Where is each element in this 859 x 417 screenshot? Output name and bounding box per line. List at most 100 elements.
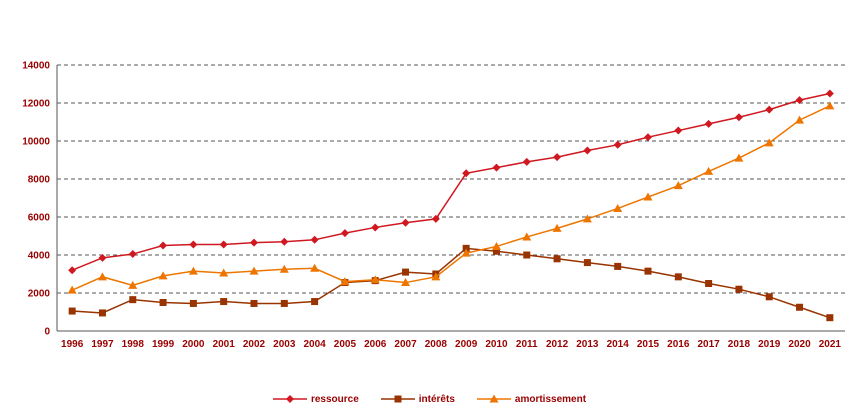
- triangle-marker-icon: [249, 266, 259, 275]
- triangle-marker-icon: [552, 223, 562, 232]
- x-tick-label: 2000: [182, 339, 205, 350]
- square-marker-icon: [583, 259, 591, 267]
- y-tick-label: 6000: [28, 213, 51, 224]
- triangle-marker-icon: [401, 278, 411, 287]
- x-tick-label: 2016: [667, 339, 690, 350]
- series-ressource: [68, 89, 834, 275]
- diamond-marker-icon: [462, 169, 471, 178]
- square-marker-icon: [826, 314, 834, 322]
- legend-label: intérêts: [418, 393, 455, 405]
- diamond-marker-icon: [189, 240, 198, 249]
- x-tick-label: 2020: [788, 339, 811, 350]
- x-tick-label: 2010: [485, 339, 508, 350]
- triangle-marker-icon: [582, 214, 592, 223]
- square-marker-icon: [462, 244, 470, 252]
- diamond-marker-icon: [431, 214, 440, 223]
- x-tick-label: 2019: [758, 339, 781, 350]
- y-tick-label: 12000: [22, 99, 50, 110]
- triangle-marker-icon: [673, 181, 683, 190]
- x-tick-label: 2005: [334, 339, 357, 350]
- x-tick-label: 2003: [273, 339, 296, 350]
- triangle-marker-icon: [279, 264, 289, 273]
- triangle-marker-icon: [613, 203, 623, 212]
- square-marker-icon: [614, 262, 622, 270]
- series-line: [71, 92, 831, 271]
- x-tick-label: 1998: [122, 339, 145, 350]
- triangle-marker-icon: [310, 263, 320, 272]
- triangle-marker-icon: [825, 101, 835, 110]
- square-marker-icon: [705, 280, 713, 287]
- diamond-marker-icon: [401, 218, 410, 227]
- diamond-marker-icon: [159, 241, 168, 250]
- diamond-marker-icon: [613, 140, 622, 149]
- y-tick-label: 4000: [28, 251, 51, 262]
- triangle-marker-icon: [67, 285, 77, 294]
- diamond-marker-icon: [371, 223, 380, 232]
- x-tick-label: 2006: [364, 339, 387, 350]
- y-tick-label: 8000: [28, 175, 51, 186]
- triangle-marker-icon: [128, 280, 138, 289]
- square-marker-icon: [735, 285, 743, 293]
- triangle-marker-icon: [188, 266, 198, 275]
- triangle-marker-icon: [158, 271, 168, 280]
- square-marker-icon: [189, 299, 197, 307]
- diamond-marker-icon: [704, 119, 713, 128]
- diamond-marker-icon: [674, 126, 683, 135]
- legend-item-amortissement: amortissement: [476, 393, 587, 405]
- series-line: [71, 105, 831, 291]
- y-tick-label: 0: [44, 327, 50, 338]
- diamond-marker-icon: [583, 146, 592, 155]
- square-marker-icon: [644, 267, 652, 275]
- triangle-marker-icon: [643, 192, 653, 201]
- square-marker-icon: [68, 307, 76, 315]
- x-tick-label: 2015: [637, 339, 660, 350]
- x-tick-label: 2002: [243, 339, 266, 350]
- square-marker-icon: [394, 395, 402, 403]
- square-marker-icon: [280, 299, 288, 307]
- diamond-marker-icon: [250, 238, 258, 247]
- diamond-marker-icon: [492, 163, 501, 172]
- chart-legend: ressource intérêts amortissement: [0, 393, 859, 405]
- series-line: [72, 247, 831, 319]
- diamond-marker-icon: [128, 250, 137, 259]
- x-tick-label: 1996: [61, 339, 84, 350]
- legend-item-intérêts: intérêts: [380, 393, 455, 405]
- triangle-marker-icon: [219, 268, 229, 277]
- diamond-marker-icon: [340, 229, 349, 238]
- triangle-marker-icon: [734, 153, 744, 162]
- diamond-marker-icon: [734, 113, 743, 122]
- legend-marker-icon: [380, 395, 415, 403]
- square-marker-icon: [674, 273, 682, 281]
- legend-label: amortissement: [514, 393, 587, 405]
- x-tick-label: 2004: [303, 339, 326, 350]
- square-marker-icon: [492, 247, 500, 255]
- square-marker-icon: [402, 268, 410, 276]
- legend-marker-icon: [476, 394, 511, 403]
- triangle-marker-icon: [764, 138, 774, 147]
- triangle-marker-icon: [704, 166, 714, 175]
- square-marker-icon: [311, 298, 319, 306]
- square-marker-icon: [523, 251, 531, 259]
- triangle-marker-icon: [431, 272, 441, 281]
- square-marker-icon: [553, 255, 561, 263]
- x-tick-label: 2014: [607, 339, 630, 350]
- legend-marker-icon: [272, 395, 307, 403]
- square-marker-icon: [220, 298, 228, 306]
- series-intérêts: [68, 244, 834, 322]
- y-tick-label: 2000: [28, 289, 51, 300]
- triangle-marker-icon: [491, 241, 501, 250]
- square-marker-icon: [250, 299, 258, 307]
- diamond-marker-icon: [280, 237, 289, 246]
- diamond-marker-icon: [644, 133, 652, 142]
- triangle-marker-icon: [489, 394, 499, 403]
- x-tick-label: 2021: [819, 339, 842, 350]
- diamond-marker-icon: [310, 235, 319, 244]
- x-tick-label: 2008: [425, 339, 448, 350]
- x-tick-label: 2013: [576, 339, 599, 350]
- diamond-marker-icon: [68, 266, 77, 275]
- x-tick-label: 2001: [213, 339, 236, 350]
- x-tick-label: 1999: [152, 339, 175, 350]
- diamond-marker-icon: [825, 89, 834, 98]
